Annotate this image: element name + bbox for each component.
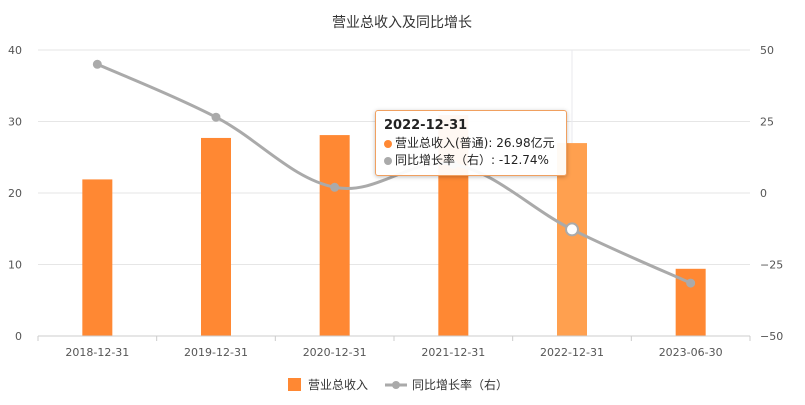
y-left-tick-label: 20 (8, 187, 22, 200)
tooltip-growth: 同比增长率（右）: -12.74% (395, 153, 549, 167)
bar[interactable] (201, 137, 231, 336)
x-tick-label: 2020-12-31 (303, 346, 367, 359)
line-point[interactable] (686, 278, 696, 288)
line-point[interactable] (92, 59, 102, 69)
bar[interactable] (319, 135, 350, 336)
y-left-tick-label: 0 (15, 330, 22, 343)
tooltip-row-revenue: 营业总收入(普通): 26.98亿元 (384, 135, 558, 152)
orange-dot-icon (384, 139, 392, 148)
legend-label-growth: 同比增长率（右） (412, 377, 508, 392)
y-left-tick-label: 30 (8, 116, 22, 129)
bar-swatch-icon (288, 378, 301, 391)
line-marker-dot-icon (392, 381, 400, 389)
y-left-tick-label: 10 (8, 259, 22, 272)
x-tick-label: 2023-06-30 (659, 346, 723, 359)
y-right-tick-label: 0 (760, 187, 767, 200)
legend[interactable]: 营业总收入 同比增长率（右） (288, 377, 508, 392)
x-tick-label: 2021-12-31 (421, 346, 485, 359)
bar-series[interactable] (82, 115, 706, 336)
line-point[interactable] (211, 112, 221, 122)
y-right-tick-label: −25 (760, 259, 783, 272)
y-right-tick-label: 25 (760, 116, 774, 129)
y-right-tick-label: 50 (760, 44, 774, 57)
line-point[interactable] (330, 182, 340, 192)
tooltip-revenue: 营业总收入(普通): 26.98亿元 (395, 136, 555, 150)
bar[interactable] (82, 179, 113, 336)
y-left-tick-label: 40 (8, 44, 22, 57)
gray-dot-icon (384, 156, 392, 165)
tooltip-date: 2022-12-31 (384, 118, 468, 133)
y-right-tick-label: −50 (760, 330, 783, 343)
chart-title: 营业总收入及同比增长 (332, 15, 472, 31)
x-tick-label: 2018-12-31 (65, 346, 129, 359)
line-point[interactable] (565, 222, 579, 237)
legend-label-revenue: 营业总收入 (308, 378, 368, 392)
x-tick-label: 2019-12-31 (184, 346, 248, 359)
tooltip-row-growth: 同比增长率（右）: -12.74% (384, 152, 558, 169)
grid (38, 49, 750, 336)
tooltip: 2022-12-31 营业总收入(普通): 26.98亿元 同比增长率（右）: … (375, 110, 567, 176)
line-series[interactable] (92, 59, 696, 288)
x-tick-label: 2022-12-31 (540, 346, 604, 359)
growth-line (96, 62, 692, 285)
axes: 0 10 20 30 40 −50 −25 0 25 50 2018-12-31 2019-12-31… (8, 44, 783, 359)
